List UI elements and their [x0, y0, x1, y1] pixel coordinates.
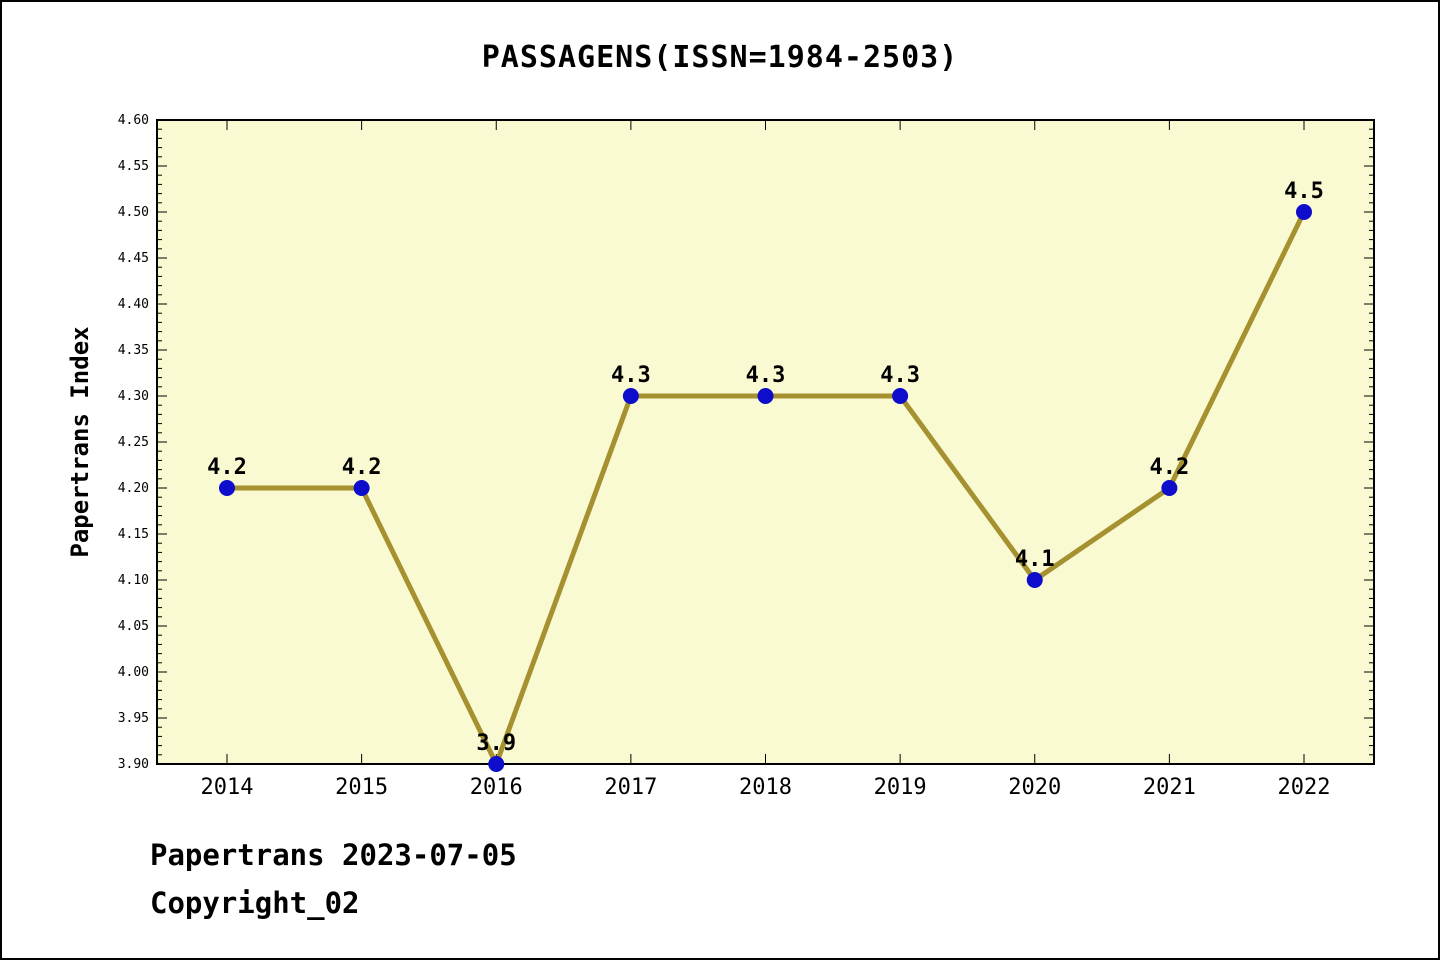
svg-text:2021: 2021	[1143, 775, 1196, 800]
svg-text:2020: 2020	[1008, 775, 1061, 800]
svg-text:2018: 2018	[739, 775, 792, 800]
svg-text:3.95: 3.95	[118, 711, 149, 726]
svg-text:4.2: 4.2	[207, 455, 247, 480]
svg-text:4.50: 4.50	[118, 205, 149, 220]
svg-text:4.30: 4.30	[118, 389, 149, 404]
svg-text:4.15: 4.15	[118, 527, 149, 542]
svg-text:4.60: 4.60	[118, 113, 149, 128]
svg-text:4.25: 4.25	[118, 435, 149, 450]
svg-text:3.9: 3.9	[476, 731, 516, 756]
svg-text:2019: 2019	[874, 775, 927, 800]
svg-text:4.3: 4.3	[746, 363, 786, 388]
svg-text:4.40: 4.40	[118, 297, 149, 312]
svg-text:2017: 2017	[604, 775, 657, 800]
svg-text:4.20: 4.20	[118, 481, 149, 496]
svg-text:4.45: 4.45	[118, 251, 149, 266]
footer-date: Papertrans 2023-07-05	[150, 838, 517, 872]
svg-text:4.05: 4.05	[118, 619, 149, 634]
svg-text:4.2: 4.2	[342, 455, 382, 480]
svg-text:4.10: 4.10	[118, 573, 149, 588]
svg-text:4.5: 4.5	[1284, 179, 1324, 204]
svg-text:4.55: 4.55	[118, 159, 149, 174]
svg-text:4.3: 4.3	[880, 363, 920, 388]
svg-text:4.1: 4.1	[1015, 547, 1055, 572]
svg-text:2014: 2014	[201, 775, 254, 800]
svg-text:3.90: 3.90	[118, 757, 149, 772]
svg-text:2022: 2022	[1278, 775, 1331, 800]
svg-text:4.2: 4.2	[1150, 455, 1190, 480]
svg-text:2016: 2016	[470, 775, 523, 800]
svg-text:4.00: 4.00	[118, 665, 149, 680]
chart-title: PASSAGENS(ISSN=1984-2503)	[481, 40, 959, 75]
svg-text:2015: 2015	[335, 775, 388, 800]
svg-text:4.35: 4.35	[118, 343, 149, 358]
svg-text:4.3: 4.3	[611, 363, 651, 388]
footer-copyright: Copyright_02	[150, 886, 360, 920]
